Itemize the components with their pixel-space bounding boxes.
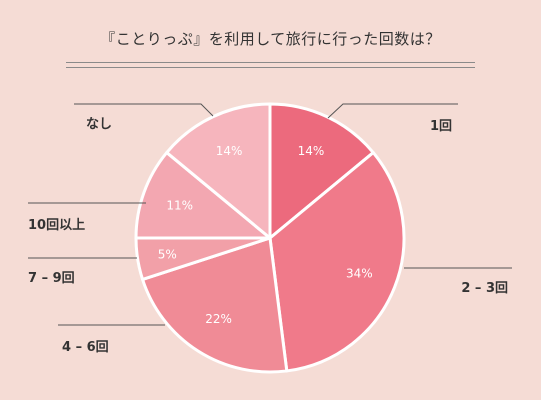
callout-line <box>327 103 458 119</box>
title-rule-upper <box>66 62 475 63</box>
category-label: 4 – 6回 <box>62 340 109 355</box>
pie-slice <box>141 236 289 374</box>
slice-value-label: 11% <box>166 199 193 213</box>
slice-value-label: 5% <box>158 247 177 261</box>
chart-title: 『ことりっぷ』を利用して旅行に行った回数は？ <box>100 30 441 48</box>
pie-slice <box>268 102 375 240</box>
category-label: 10回以上 <box>28 218 85 233</box>
slice-value-label: 22% <box>205 312 232 326</box>
category-label: 1回 <box>430 119 452 134</box>
callout-line <box>74 103 214 117</box>
slice-value-labels: 14% 34% 22% 5% 11% 14% <box>158 144 373 326</box>
pie-slices <box>134 102 406 374</box>
title-rule-lower <box>66 67 475 68</box>
slice-value-label: 14% <box>216 144 243 158</box>
slice-value-label: 34% <box>346 266 373 280</box>
callout-lines <box>28 103 512 326</box>
category-label: 2 – 3回 <box>461 281 508 296</box>
category-label: 7 – 9回 <box>28 271 75 286</box>
category-labels: 1回 2 – 3回 4 – 6回 7 – 9回 10回以上 なし <box>28 117 508 355</box>
category-label: なし <box>86 117 112 132</box>
pie-slice <box>165 102 272 240</box>
pie-slice <box>134 151 272 240</box>
pie-slice <box>268 151 406 373</box>
slice-value-label: 14% <box>298 144 325 158</box>
